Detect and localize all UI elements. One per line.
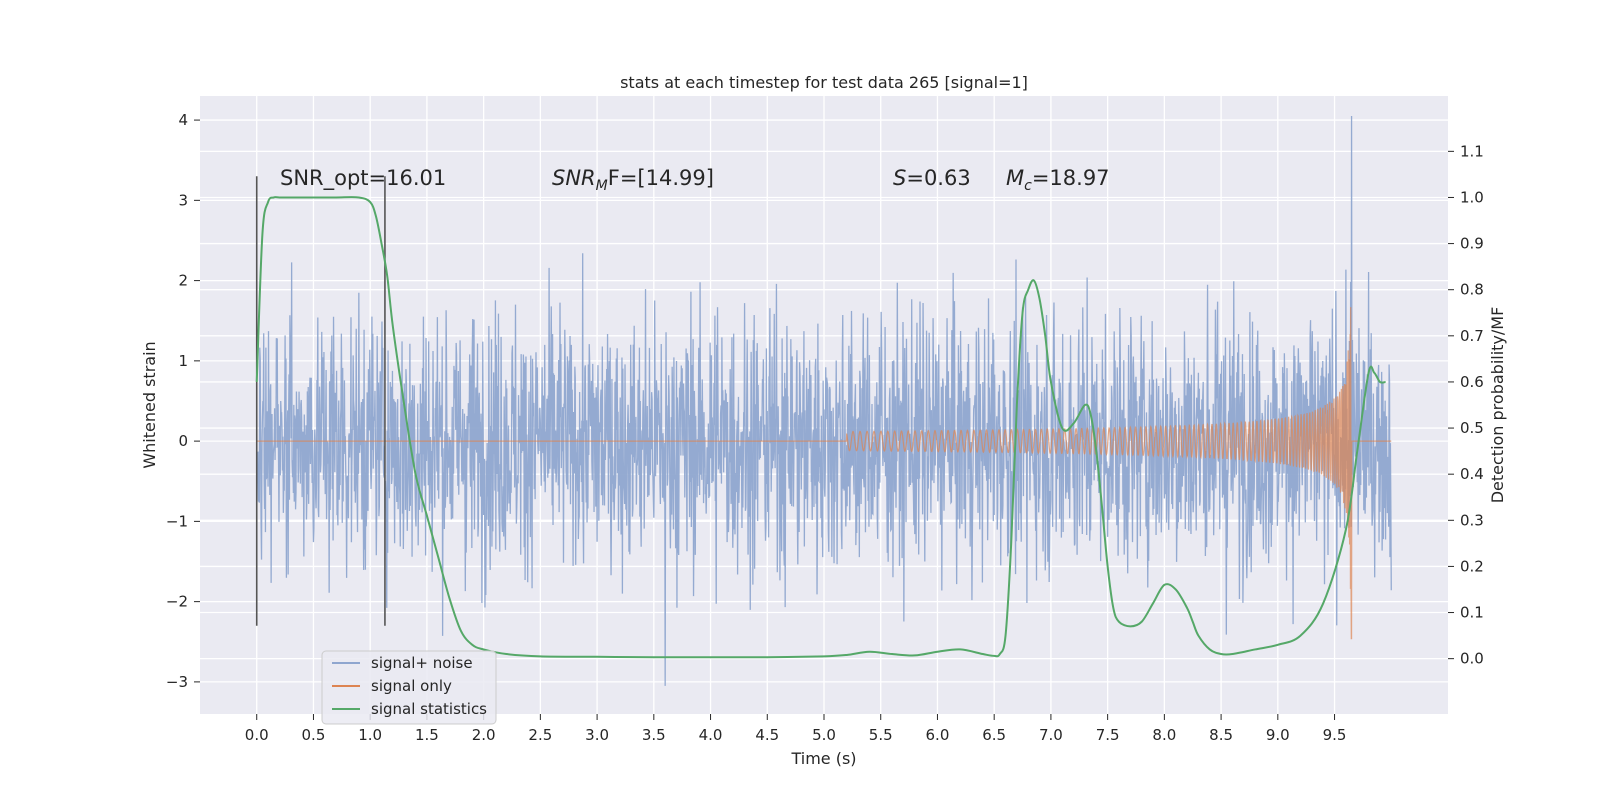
- y2-axis-ticks: 1.1 1.0 0.9 0.8 0.7 0.6 0.5 0.4 0.3 0.2 0.1 0.0: [1448, 142, 1484, 668]
- x-tick-label: 9.0: [1266, 726, 1290, 744]
- legend-label-signal-statistics: signal statistics: [371, 700, 487, 718]
- y-tick-label: 2: [178, 272, 188, 290]
- signal-plus-noise-series: [256, 116, 1392, 686]
- y-tick-label: 3: [178, 191, 188, 209]
- x-tick-label: 2.5: [528, 726, 552, 744]
- s-annotation: S=0.63: [893, 166, 971, 190]
- x-tick-label: 3.5: [642, 726, 666, 744]
- snr-mf-value: F=[14.99]: [608, 166, 714, 190]
- s-value: =0.63: [906, 166, 970, 190]
- x-tick-label: 4.0: [699, 726, 723, 744]
- x-tick-label: 6.0: [926, 726, 950, 744]
- x-tick-label: 0.0: [245, 726, 269, 744]
- y-tick-label: 4: [178, 111, 188, 129]
- legend-label-signal-only: signal only: [371, 677, 452, 695]
- mc-annotation: Mc=18.97: [1006, 166, 1110, 194]
- y-tick-label: 0: [178, 432, 188, 450]
- mc-value: =18.97: [1032, 166, 1110, 190]
- s-symbol: S: [893, 166, 906, 190]
- y2-tick-label: 0.7: [1460, 327, 1484, 345]
- y-tick-label: 1: [178, 352, 188, 370]
- legend-label-signal-plus-noise: signal+ noise: [371, 654, 473, 672]
- x-tick-label: 6.5: [982, 726, 1006, 744]
- x-tick-label: 1.5: [415, 726, 439, 744]
- vertical-markers: [255, 176, 386, 626]
- snr-opt-annotation: SNR_opt=16.01: [280, 166, 446, 191]
- chart-title: stats at each timestep for test data 265…: [620, 73, 1028, 92]
- x-tick-label: 8.5: [1209, 726, 1233, 744]
- mc-subscript: c: [1024, 178, 1032, 194]
- x-tick-label: 3.0: [585, 726, 609, 744]
- y-axis-label: Whitened strain: [140, 341, 159, 468]
- snr-mf-subscript: M: [596, 178, 608, 194]
- y2-tick-label: 0.1: [1460, 604, 1484, 622]
- mc-symbol: M: [1006, 166, 1024, 190]
- y2-tick-label: 0.9: [1460, 235, 1484, 253]
- x-axis-label: Time (s): [790, 749, 856, 768]
- signal-only-series: [256, 307, 1392, 640]
- signal-plus-noise-line: [256, 116, 1392, 686]
- x-tick-label: 2.0: [472, 726, 496, 744]
- signal-statistics-line: [255, 196, 1386, 659]
- y2-tick-label: 0.4: [1460, 465, 1484, 483]
- y-axis-ticks: 4 3 2 1 0 −1 −2 −3: [166, 111, 200, 691]
- x-tick-label: 1.0: [358, 726, 382, 744]
- y2-tick-label: 0.2: [1460, 557, 1484, 575]
- y-tick-label: −3: [166, 673, 188, 691]
- x-tick-label: 0.5: [302, 726, 326, 744]
- snr-mf-annotation: SNRMF=[14.99]: [552, 166, 714, 194]
- y2-tick-label: 0.5: [1460, 419, 1484, 437]
- x-tick-label: 7.5: [1096, 726, 1120, 744]
- y2-tick-label: 0.6: [1460, 373, 1484, 391]
- y-tick-label: −2: [166, 593, 188, 611]
- x-tick-label: 7.0: [1039, 726, 1063, 744]
- x-tick-label: 5.5: [869, 726, 893, 744]
- x-tick-label: 5.0: [812, 726, 836, 744]
- y2-tick-label: 0.8: [1460, 281, 1484, 299]
- legend: signal+ noise signal only signal statist…: [321, 650, 497, 725]
- y2-axis-label: Detection probability/MF: [1488, 307, 1507, 504]
- x-tick-label: 8.0: [1152, 726, 1176, 744]
- y2-tick-label: 1.0: [1460, 188, 1484, 206]
- y2-tick-label: 1.1: [1460, 142, 1484, 160]
- y2-tick-label: 0.3: [1460, 511, 1484, 529]
- signal-statistics-series: [255, 196, 1386, 659]
- legend-box: [321, 650, 497, 725]
- x-tick-label: 4.5: [755, 726, 779, 744]
- y-tick-label: −1: [166, 512, 188, 530]
- signal-only-line: [256, 307, 1392, 640]
- snr-mf-base: SNR: [552, 166, 596, 190]
- x-tick-label: 9.5: [1323, 726, 1347, 744]
- y2-tick-label: 0.0: [1460, 650, 1484, 668]
- x-axis-ticks: 0.0 0.5 1.0 1.5 2.0 2.5 3.0 3.5 4.0 4.5 5.0 5.5 6.0 6…: [245, 714, 1347, 744]
